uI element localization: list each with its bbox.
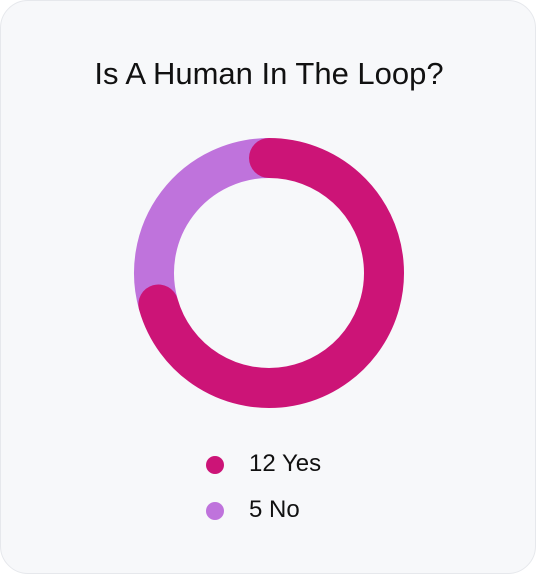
legend-marker: [206, 456, 224, 474]
legend-entry: 12 Yes: [249, 450, 321, 477]
legend-entry: 5 No: [249, 496, 300, 523]
legend-label: Yes: [282, 450, 321, 477]
legend-marker: [206, 502, 224, 520]
legend-label: No: [269, 496, 300, 523]
legend-value: 12: [249, 450, 276, 477]
donut-segment: [134, 138, 270, 310]
donut-segment: [138, 138, 404, 408]
chart-title: Is A Human In The Loop?: [94, 56, 443, 91]
legend-value: 5: [249, 496, 262, 523]
